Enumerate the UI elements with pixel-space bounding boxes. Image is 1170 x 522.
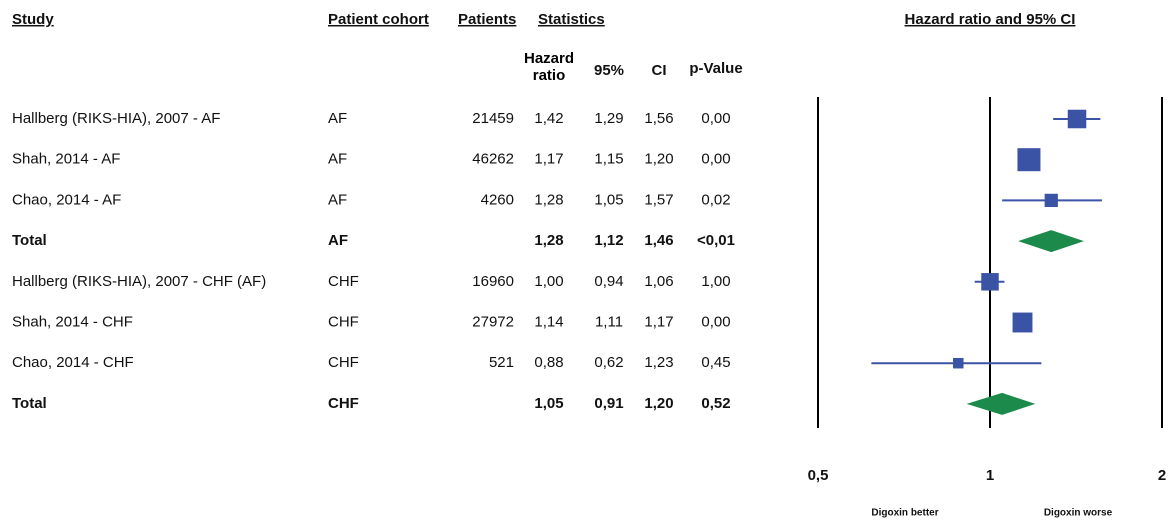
hazard-ratio: 1,28 (534, 191, 563, 208)
study-name: Chao, 2014 - AF (12, 191, 121, 208)
ci-low: 1,11 (595, 313, 623, 330)
x-tick-label: 1 (986, 467, 994, 484)
summary-diamond (1018, 230, 1084, 253)
hazard-ratio: 1,05 (534, 395, 563, 412)
study-name: Chao, 2014 - CHF (12, 354, 134, 371)
patients: 16960 (472, 273, 514, 290)
ci-low: 1,15 (594, 151, 623, 168)
ci-high: 1,20 (644, 395, 673, 412)
hazard-ratio: 1,17 (534, 151, 563, 168)
ci-high: 1,56 (644, 110, 673, 127)
ci-low: 0,94 (594, 273, 623, 290)
ci-high: 1,20 (644, 151, 673, 168)
study-name: Shah, 2014 - CHF (12, 313, 133, 330)
ci-high: 1,06 (644, 273, 673, 290)
footer-label: Digoxin better (871, 508, 938, 519)
p-value: 0,02 (701, 191, 730, 208)
summary-diamond (966, 392, 1036, 415)
cohort: CHF (328, 395, 359, 412)
hazard-ratio: 1,28 (534, 232, 563, 249)
cohort: AF (328, 191, 347, 208)
cohort: AF (328, 232, 348, 249)
column-header: Patient cohort (328, 11, 429, 28)
patients: 46262 (472, 151, 514, 168)
ci-low: 0,91 (594, 395, 623, 412)
subheader: 95% (594, 62, 624, 79)
p-value: <0,01 (697, 232, 735, 249)
hazard-ratio: 0,88 (534, 354, 563, 371)
ci-high: 1,57 (644, 191, 673, 208)
patients: 4260 (481, 191, 514, 208)
p-value: 0,52 (701, 395, 730, 412)
ci-high: 1,23 (644, 354, 673, 371)
patients: 27972 (472, 313, 514, 330)
x-tick-label: 0,5 (808, 467, 829, 484)
study-name: Total (12, 395, 47, 412)
column-header: Study (12, 11, 54, 28)
subheader: CI (652, 62, 667, 79)
p-value: 1,00 (701, 273, 730, 290)
ci-high: 1,17 (644, 313, 673, 330)
cohort: CHF (328, 354, 359, 371)
column-header: Patients (458, 11, 516, 28)
study-name: Hallberg (RIKS-HIA), 2007 - AF (12, 110, 220, 127)
hazard-ratio: 1,14 (534, 313, 563, 330)
study-name: Hallberg (RIKS-HIA), 2007 - CHF (AF) (12, 273, 266, 290)
footer-label: Digoxin worse (1044, 508, 1113, 519)
effect-marker (1017, 148, 1041, 172)
x-tick-label: 2 (1158, 467, 1166, 484)
effect-marker (1012, 312, 1033, 333)
patients: 521 (489, 354, 514, 371)
hazard-ratio: 1,00 (534, 273, 563, 290)
study-name: Shah, 2014 - AF (12, 151, 120, 168)
cohort: CHF (328, 273, 359, 290)
ci-low: 0,62 (594, 354, 623, 371)
cohort: AF (328, 151, 347, 168)
ci-low: 1,05 (594, 191, 623, 208)
patients: 21459 (472, 110, 514, 127)
cohort: AF (328, 110, 347, 127)
p-value: 0,00 (701, 110, 730, 127)
effect-marker (1067, 109, 1087, 129)
ci-high: 1,46 (644, 232, 673, 249)
hazard-ratio: 1,42 (534, 110, 563, 127)
ci-low: 1,12 (594, 232, 623, 249)
cohort: CHF (328, 313, 359, 330)
p-value: 0,00 (701, 151, 730, 168)
plot-title: Hazard ratio and 95% CI (905, 11, 1076, 28)
p-value: 0,00 (701, 313, 730, 330)
p-value: 0,45 (701, 354, 730, 371)
effect-marker (1044, 193, 1058, 208)
column-header: Statistics (538, 11, 605, 28)
subheader: Hazard ratio (523, 50, 575, 84)
study-name: Total (12, 232, 47, 249)
ci-low: 1,29 (594, 110, 623, 127)
effect-marker (953, 357, 964, 369)
subheader: p-Value (689, 60, 742, 77)
effect-marker (981, 273, 999, 291)
